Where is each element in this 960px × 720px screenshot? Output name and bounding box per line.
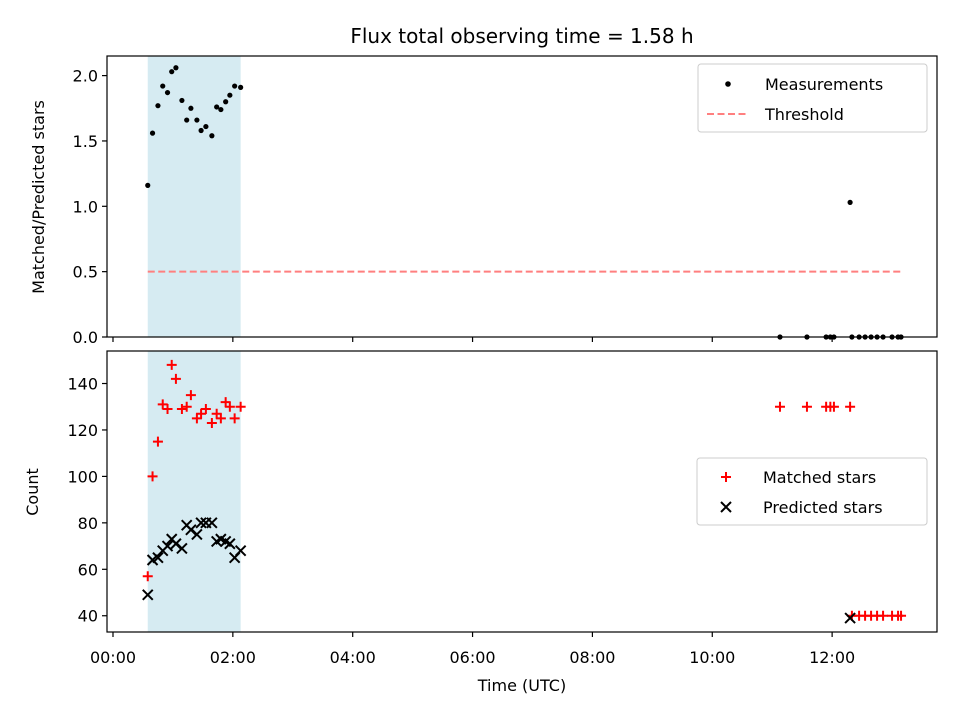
measurement-point bbox=[198, 127, 204, 134]
matched-stars-point bbox=[215, 413, 226, 424]
measurement-point bbox=[847, 199, 853, 205]
bottom-y-tick-label: 140 bbox=[67, 375, 98, 394]
matched-stars-point bbox=[185, 390, 196, 401]
measurement-point bbox=[169, 69, 175, 75]
matched-stars-point bbox=[235, 401, 246, 412]
x-tick-label: 00:00 bbox=[90, 648, 136, 667]
top-observing-window bbox=[147, 56, 241, 337]
predicted-stars-point bbox=[161, 540, 174, 552]
measurement-point bbox=[145, 182, 151, 188]
matched-stars-point bbox=[229, 413, 240, 424]
bottom-panel: 40 60 80 100 120 140 00:00 02:00 04:00 06:00 08:00… bbox=[67, 350, 938, 667]
predicted-stars-point bbox=[234, 545, 247, 557]
matched-stars-point bbox=[828, 401, 839, 412]
legend-predicted-marker bbox=[720, 501, 732, 513]
top-axes-frame bbox=[106, 55, 938, 338]
x-tick-label: 04:00 bbox=[330, 648, 376, 667]
top-series-dot bbox=[145, 65, 904, 340]
measurement-point bbox=[223, 99, 229, 105]
chart-title: Flux total observing time = 1.58 h bbox=[350, 24, 693, 48]
matched-stars-point bbox=[801, 401, 812, 412]
legend-matched-marker bbox=[721, 472, 731, 482]
measurement-point bbox=[227, 92, 233, 98]
x-tick-label: 02:00 bbox=[210, 648, 256, 667]
measurement-point bbox=[218, 106, 224, 113]
matched-stars-point bbox=[152, 436, 163, 447]
measurement-point bbox=[184, 117, 190, 123]
matched-stars-point bbox=[166, 359, 177, 370]
measurement-point bbox=[164, 89, 171, 96]
legend-measurements-marker bbox=[725, 81, 731, 87]
measurement-point bbox=[238, 84, 244, 90]
predicted-stars-point bbox=[844, 612, 856, 624]
bottom-observing-window bbox=[147, 351, 241, 632]
matched-stars-point bbox=[206, 417, 217, 428]
top-y-tick-label: 0.5 bbox=[73, 263, 98, 282]
matched-stars-point bbox=[878, 610, 889, 621]
bottom-y-axis-label: Count bbox=[23, 468, 42, 516]
top-panel: 0.0 0.5 1.0 1.5 2.0 Measurements Threshold bbox=[73, 55, 938, 347]
bottom-y-tick-label: 100 bbox=[67, 467, 98, 486]
measurement-point bbox=[209, 133, 215, 139]
measurement-point bbox=[194, 117, 200, 123]
top-y-tick-label: 0.0 bbox=[73, 328, 98, 347]
matched-stars-point bbox=[896, 610, 907, 621]
bottom-y-tick-label: 120 bbox=[67, 421, 98, 440]
legend-matched-label: Matched stars bbox=[763, 468, 876, 487]
measurement-point bbox=[203, 123, 209, 130]
matched-stars-point bbox=[224, 401, 235, 412]
matched-stars-point bbox=[170, 373, 181, 384]
measurement-point bbox=[179, 97, 185, 104]
top-y-axis-label: Matched/Predicted stars bbox=[29, 100, 48, 294]
top-y-tick-label: 1.5 bbox=[73, 132, 98, 151]
matched-stars-point bbox=[142, 571, 153, 582]
legend-box bbox=[696, 457, 928, 526]
legend-threshold-label: Threshold bbox=[764, 105, 844, 124]
bottom-y-tick-label: 40 bbox=[78, 607, 98, 626]
x-tick-label: 12:00 bbox=[809, 648, 855, 667]
predicted-stars-point bbox=[152, 551, 164, 564]
legend-predicted-label: Predicted stars bbox=[763, 498, 883, 517]
x-axis-label: Time (UTC) bbox=[477, 676, 566, 695]
bottom-series-x bbox=[142, 517, 856, 624]
predicted-stars-point bbox=[191, 528, 203, 541]
measurement-point bbox=[160, 83, 166, 89]
matched-stars-point bbox=[845, 401, 856, 412]
bottom-series-plus bbox=[142, 359, 907, 621]
bottom-legend: Matched stars Predicted stars bbox=[696, 457, 928, 526]
predicted-stars-point bbox=[224, 538, 236, 550]
x-tick-label: 06:00 bbox=[450, 648, 496, 667]
measurement-point bbox=[232, 83, 238, 89]
predicted-stars-point bbox=[176, 542, 188, 555]
matched-stars-point bbox=[196, 408, 207, 419]
measurement-point bbox=[149, 130, 156, 136]
measurement-point bbox=[188, 105, 194, 111]
legend-box bbox=[697, 63, 928, 133]
matched-stars-point bbox=[181, 401, 192, 412]
top-legend: Measurements Threshold bbox=[697, 63, 928, 133]
matched-stars-point bbox=[176, 404, 187, 415]
matched-stars-point bbox=[774, 401, 785, 412]
matched-stars-point bbox=[162, 404, 173, 415]
measurement-point bbox=[155, 103, 161, 109]
bottom-y-tick-label: 60 bbox=[78, 560, 98, 579]
matched-stars-point bbox=[200, 404, 211, 415]
measurement-point bbox=[214, 104, 220, 110]
predicted-stars-point bbox=[206, 517, 218, 529]
x-tick-label: 10:00 bbox=[689, 648, 735, 667]
matched-stars-point bbox=[157, 399, 168, 410]
measurement-point bbox=[173, 65, 179, 71]
matched-stars-point bbox=[147, 471, 158, 482]
top-y-tick-label: 2.0 bbox=[73, 67, 98, 86]
predicted-stars-point bbox=[195, 517, 207, 529]
top-y-tick-label: 1.0 bbox=[73, 197, 98, 216]
x-tick-label: 08:00 bbox=[569, 648, 615, 667]
legend-measurements-label: Measurements bbox=[765, 75, 883, 94]
predicted-stars-point bbox=[142, 589, 154, 601]
bottom-axes-frame bbox=[106, 350, 938, 633]
bottom-y-tick-label: 80 bbox=[78, 514, 98, 533]
